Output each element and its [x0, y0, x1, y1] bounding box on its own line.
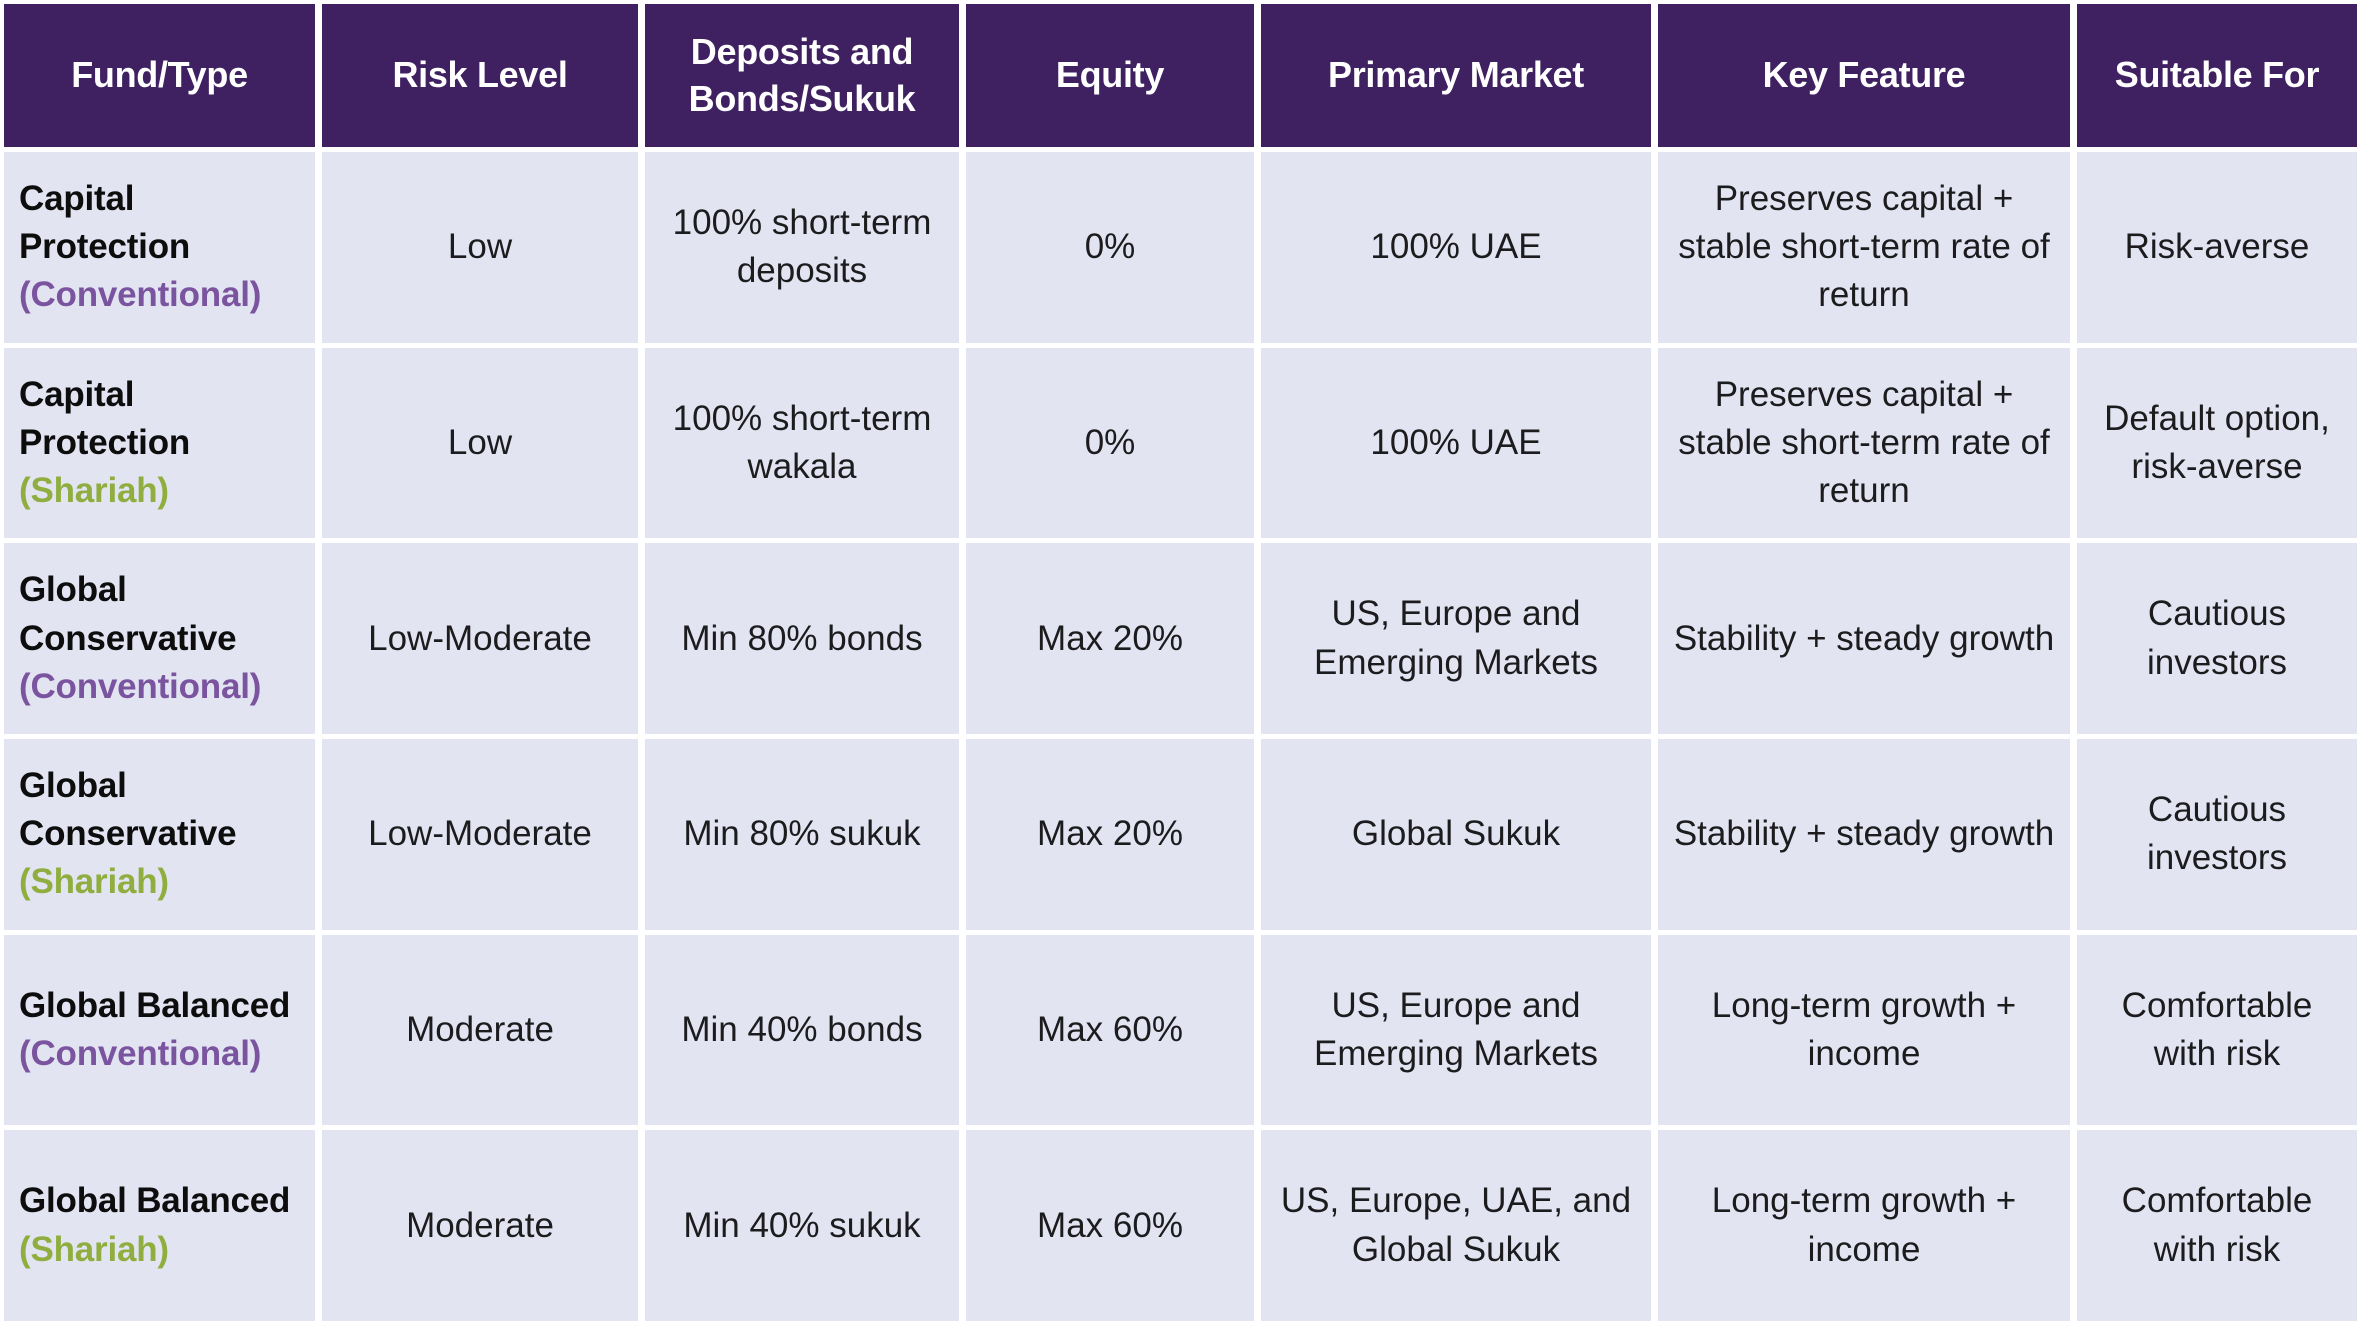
cell-equity: Max 60% — [966, 1130, 1254, 1321]
column-header-suitable-for: Suitable For — [2077, 4, 2357, 147]
fund-name: Global Conservative — [19, 570, 237, 658]
cell-fund-type: Capital Protection (Conventional) — [4, 152, 315, 343]
cell-equity: 0% — [966, 152, 1254, 343]
cell-suitable-for: Cautious investors — [2077, 543, 2357, 734]
cell-primary-market: 100% UAE — [1261, 347, 1651, 539]
fund-variant: (Conventional) — [19, 1033, 262, 1073]
cell-fund-type: Global Conservative (Shariah) — [4, 739, 315, 930]
cell-risk-level: Low — [322, 347, 638, 539]
fund-variant: (Conventional) — [19, 275, 262, 315]
cell-risk-level: Low-Moderate — [322, 543, 638, 734]
cell-primary-market: Global Sukuk — [1261, 739, 1651, 930]
fund-name: Global Conservative — [19, 765, 237, 854]
cell-deposits-bonds-sukuk: Min 40% sukuk — [645, 1130, 959, 1321]
cell-key-feature: Preserves capital + stable short-term ra… — [1658, 347, 2070, 539]
cell-fund-type: Global Balanced (Shariah) — [4, 1130, 315, 1321]
cell-suitable-for: Risk-averse — [2077, 152, 2357, 343]
cell-fund-type: Capital Protection (Shariah) — [4, 347, 315, 539]
cell-primary-market: US, Europe and Emerging Markets — [1261, 543, 1651, 734]
fund-name: Global Balanced — [19, 985, 291, 1025]
column-header-key-feature: Key Feature — [1658, 4, 2070, 147]
cell-fund-type: Global Balanced (Conventional) — [4, 934, 315, 1126]
cell-deposits-bonds-sukuk: Min 80% bonds — [645, 543, 959, 734]
cell-deposits-bonds-sukuk: 100% short-term deposits — [645, 152, 959, 343]
cell-fund-type: Global Conservative (Conventional) — [4, 543, 315, 734]
cell-key-feature: Preserves capital + stable short-term ra… — [1658, 152, 2070, 343]
cell-deposits-bonds-sukuk: Min 40% bonds — [645, 934, 959, 1126]
column-header-deposits-bonds-sukuk: Deposits and Bonds/Sukuk — [645, 4, 959, 147]
cell-key-feature: Stability + steady growth — [1658, 543, 2070, 734]
column-header-fund-type: Fund/Type — [4, 4, 315, 147]
cell-risk-level: Moderate — [322, 934, 638, 1126]
fund-variant: (Conventional) — [19, 666, 262, 706]
cell-suitable-for: Cautious investors — [2077, 739, 2357, 930]
column-header-primary-market: Primary Market — [1261, 4, 1651, 147]
cell-primary-market: 100% UAE — [1261, 152, 1651, 343]
fund-variant: (Shariah) — [19, 1229, 169, 1269]
column-header-equity: Equity — [966, 4, 1254, 147]
cell-equity: Max 60% — [966, 934, 1254, 1126]
cell-key-feature: Stability + steady growth — [1658, 739, 2070, 930]
cell-deposits-bonds-sukuk: 100% short-term wakala — [645, 347, 959, 539]
fund-name: Capital Protection — [19, 374, 191, 462]
cell-risk-level: Low — [322, 152, 638, 343]
fund-variant: (Shariah) — [19, 862, 169, 902]
cell-risk-level: Low-Moderate — [322, 739, 638, 930]
cell-suitable-for: Comfortable with risk — [2077, 934, 2357, 1126]
fund-name: Capital Protection — [19, 178, 191, 267]
cell-suitable-for: Default option, risk-averse — [2077, 347, 2357, 539]
cell-equity: Max 20% — [966, 543, 1254, 734]
fund-name: Global Balanced — [19, 1181, 291, 1221]
cell-primary-market: US, Europe, UAE, and Global Sukuk — [1261, 1130, 1651, 1321]
cell-suitable-for: Comfortable with risk — [2077, 1130, 2357, 1321]
cell-risk-level: Moderate — [322, 1130, 638, 1321]
cell-primary-market: US, Europe and Emerging Markets — [1261, 934, 1651, 1126]
cell-equity: 0% — [966, 347, 1254, 539]
cell-key-feature: Long-term growth + income — [1658, 1130, 2070, 1321]
cell-deposits-bonds-sukuk: Min 80% sukuk — [645, 739, 959, 930]
cell-equity: Max 20% — [966, 739, 1254, 930]
column-header-risk-level: Risk Level — [322, 4, 638, 147]
fund-variant: (Shariah) — [19, 471, 169, 511]
cell-key-feature: Long-term growth + income — [1658, 934, 2070, 1126]
